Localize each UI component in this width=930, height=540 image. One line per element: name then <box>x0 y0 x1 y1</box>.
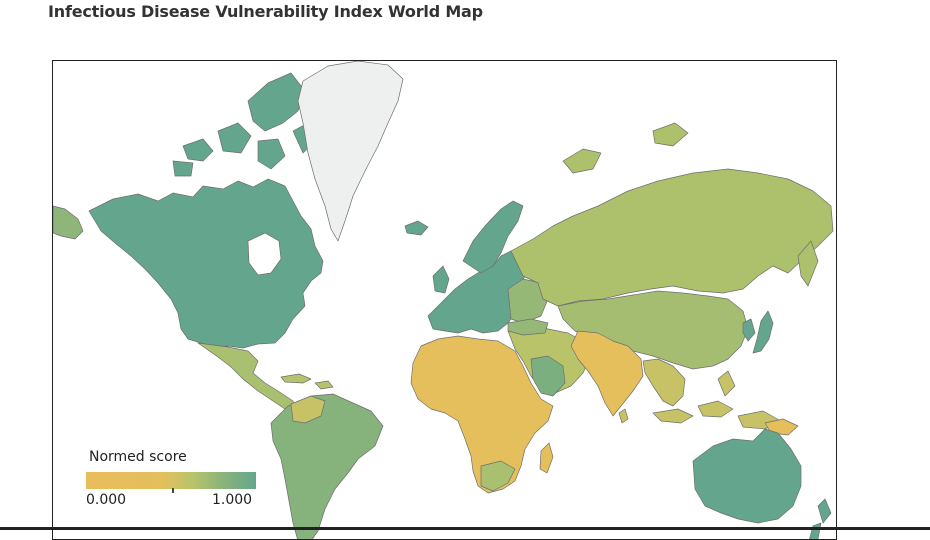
region-caribbean <box>280 373 334 390</box>
legend-color-bar <box>86 472 256 489</box>
region-madagascar <box>539 442 554 474</box>
region-sri-lanka <box>618 408 629 424</box>
region-turkey <box>507 318 549 336</box>
region-scandinavia <box>462 200 524 274</box>
region-south-america <box>270 393 384 539</box>
world-map-canvas <box>53 61 834 539</box>
legend: Normed score 0.000 1.000 <box>86 446 266 516</box>
region-southern-africa <box>480 460 516 492</box>
region-alaska-west <box>53 205 84 240</box>
region-korea <box>742 318 756 342</box>
region-northern-south-america <box>290 395 326 424</box>
region-uk <box>432 265 450 294</box>
map-title: Infectious Disease Vulnerability Index W… <box>48 2 483 21</box>
region-south-asia <box>570 330 644 417</box>
region-africa <box>410 335 554 494</box>
region-japan <box>752 310 774 354</box>
region-arctic-islands <box>172 72 316 177</box>
region-russia-islands <box>562 122 689 174</box>
region-new-zealand <box>809 498 832 539</box>
region-russia <box>510 168 834 307</box>
region-eastern-europe <box>507 278 549 324</box>
region-greenland <box>297 61 404 242</box>
legend-title: Normed score <box>89 449 187 465</box>
legend-max-label: 1.000 <box>212 492 253 508</box>
region-australia <box>692 428 802 524</box>
region-kamchatka <box>797 240 819 287</box>
legend-tick <box>172 488 174 493</box>
region-arabia <box>530 355 566 397</box>
region-southeast-asia <box>642 358 686 407</box>
hudson-bay <box>247 232 282 276</box>
legend-min-label: 0.000 <box>86 492 127 508</box>
region-iceland <box>404 220 429 236</box>
region-indonesia <box>652 370 782 430</box>
world-map <box>52 60 837 540</box>
page-baseline <box>0 527 930 530</box>
region-north-america <box>88 178 324 349</box>
